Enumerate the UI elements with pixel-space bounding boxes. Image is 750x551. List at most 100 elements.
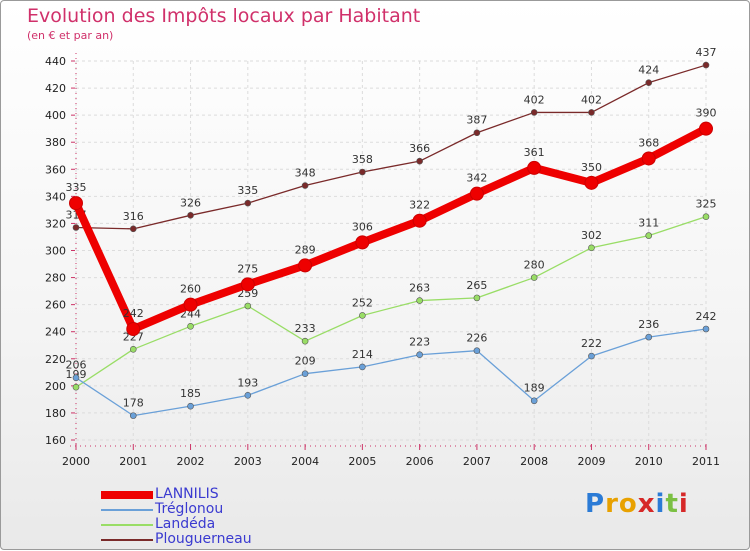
data-label: 209: [295, 355, 316, 368]
y-tick-label: 220: [45, 353, 66, 366]
legend-label: LANNILIS: [155, 486, 219, 502]
y-tick-label: 400: [45, 109, 66, 122]
brand-letter: P: [585, 489, 606, 519]
data-label: 275: [237, 262, 258, 275]
data-label: 335: [237, 184, 258, 197]
data-label: 263: [409, 282, 430, 295]
x-tick-label: 2006: [406, 455, 434, 468]
data-label: 335: [66, 181, 87, 194]
data-label: 358: [352, 153, 373, 166]
data-label: 366: [409, 142, 430, 155]
y-tick-label: 200: [45, 380, 66, 393]
data-point: [702, 213, 710, 220]
data-label: 368: [638, 136, 659, 149]
data-point: [416, 351, 423, 359]
series-line-landéda: [75, 216, 707, 388]
data-point: [641, 151, 656, 166]
data-label: 322: [409, 199, 430, 212]
data-point: [129, 225, 137, 233]
legend-label: Tréglonou: [155, 501, 224, 517]
data-label: 402: [581, 93, 602, 106]
data-label: 226: [466, 332, 487, 345]
data-point: [702, 325, 710, 333]
data-label: 326: [180, 196, 201, 209]
data-point: [187, 322, 194, 330]
series-line-tréglonou: [75, 328, 707, 417]
data-point: [645, 79, 653, 86]
data-point: [187, 212, 194, 219]
data-point: [416, 297, 423, 304]
data-point: [530, 397, 538, 405]
data-point: [473, 347, 481, 354]
data-point: [301, 337, 309, 345]
brand-letter: x: [637, 489, 656, 519]
x-tick-label: 2003: [234, 455, 262, 468]
data-point: [699, 121, 713, 136]
data-point: [359, 363, 366, 371]
data-point: [240, 277, 255, 292]
data-label: 222: [581, 337, 602, 350]
data-label: 390: [696, 107, 717, 120]
data-label: 242: [696, 310, 717, 323]
data-point: [72, 374, 80, 382]
data-point: [244, 199, 252, 207]
data-label: 361: [524, 146, 545, 159]
data-point: [645, 232, 653, 239]
data-point: [244, 302, 252, 310]
y-tick-label: 340: [45, 190, 66, 203]
data-point: [126, 322, 141, 337]
data-label: 311: [638, 217, 659, 230]
y-tick-label: 260: [45, 299, 66, 312]
y-tick-label: 320: [45, 217, 66, 230]
brand-letter: i: [655, 489, 666, 519]
data-label: 193: [237, 376, 258, 389]
data-label: 206: [66, 359, 87, 372]
legend-label: Plouguerneau: [155, 531, 252, 547]
x-tick-label: 2009: [577, 455, 605, 468]
y-tick-label: 420: [45, 82, 66, 95]
data-point: [129, 412, 137, 419]
data-point: [129, 346, 137, 353]
data-point: [469, 186, 484, 201]
brand-letter: r: [605, 489, 619, 519]
data-point: [412, 213, 427, 228]
data-point: [416, 157, 423, 165]
data-label: 350: [581, 161, 602, 174]
data-label: 280: [524, 259, 545, 272]
y-tick-label: 380: [45, 136, 66, 149]
x-tick-label: 2001: [119, 455, 147, 468]
data-point: [301, 182, 309, 189]
y-tick-label: 160: [45, 434, 66, 447]
data-point: [183, 297, 198, 312]
y-tick-label: 240: [45, 326, 66, 339]
y-tick-label: 440: [45, 55, 66, 68]
data-label: 185: [180, 387, 201, 400]
data-point: [702, 61, 710, 69]
chart-title: Evolution des Impôts locaux par Habitant: [27, 5, 421, 27]
data-label: 325: [696, 198, 717, 211]
data-point: [72, 224, 80, 231]
data-label: 316: [123, 210, 144, 223]
brand-letter: t: [665, 489, 679, 519]
data-label: 236: [638, 318, 659, 331]
data-point: [588, 109, 595, 116]
data-point: [69, 196, 83, 211]
data-point: [355, 235, 370, 250]
data-point: [588, 352, 595, 360]
brand-letter: i: [678, 489, 689, 519]
x-tick-label: 2007: [463, 455, 491, 468]
data-point: [588, 244, 595, 252]
y-tick-label: 180: [45, 407, 66, 420]
data-label: 302: [581, 229, 602, 242]
data-point: [187, 402, 194, 410]
data-label: 242: [123, 307, 144, 320]
data-point: [530, 109, 538, 116]
series-line-lannilis: [72, 124, 710, 334]
legend-label: Landéda: [155, 516, 216, 532]
x-tick-label: 2002: [177, 455, 205, 468]
data-label: 387: [466, 114, 487, 127]
series-line-plouguerneau: [75, 64, 707, 230]
legend-swatch: [101, 491, 153, 499]
